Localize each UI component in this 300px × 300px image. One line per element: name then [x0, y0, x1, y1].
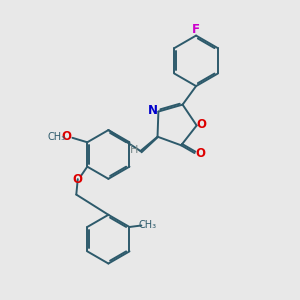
Text: N: N	[148, 104, 158, 118]
Text: O: O	[61, 130, 71, 143]
Text: CH₃: CH₃	[139, 220, 157, 230]
Text: F: F	[192, 22, 200, 35]
Text: H: H	[130, 145, 138, 154]
Text: O: O	[72, 173, 82, 186]
Text: CH₃: CH₃	[48, 132, 66, 142]
Text: O: O	[197, 118, 207, 131]
Text: O: O	[195, 146, 205, 160]
